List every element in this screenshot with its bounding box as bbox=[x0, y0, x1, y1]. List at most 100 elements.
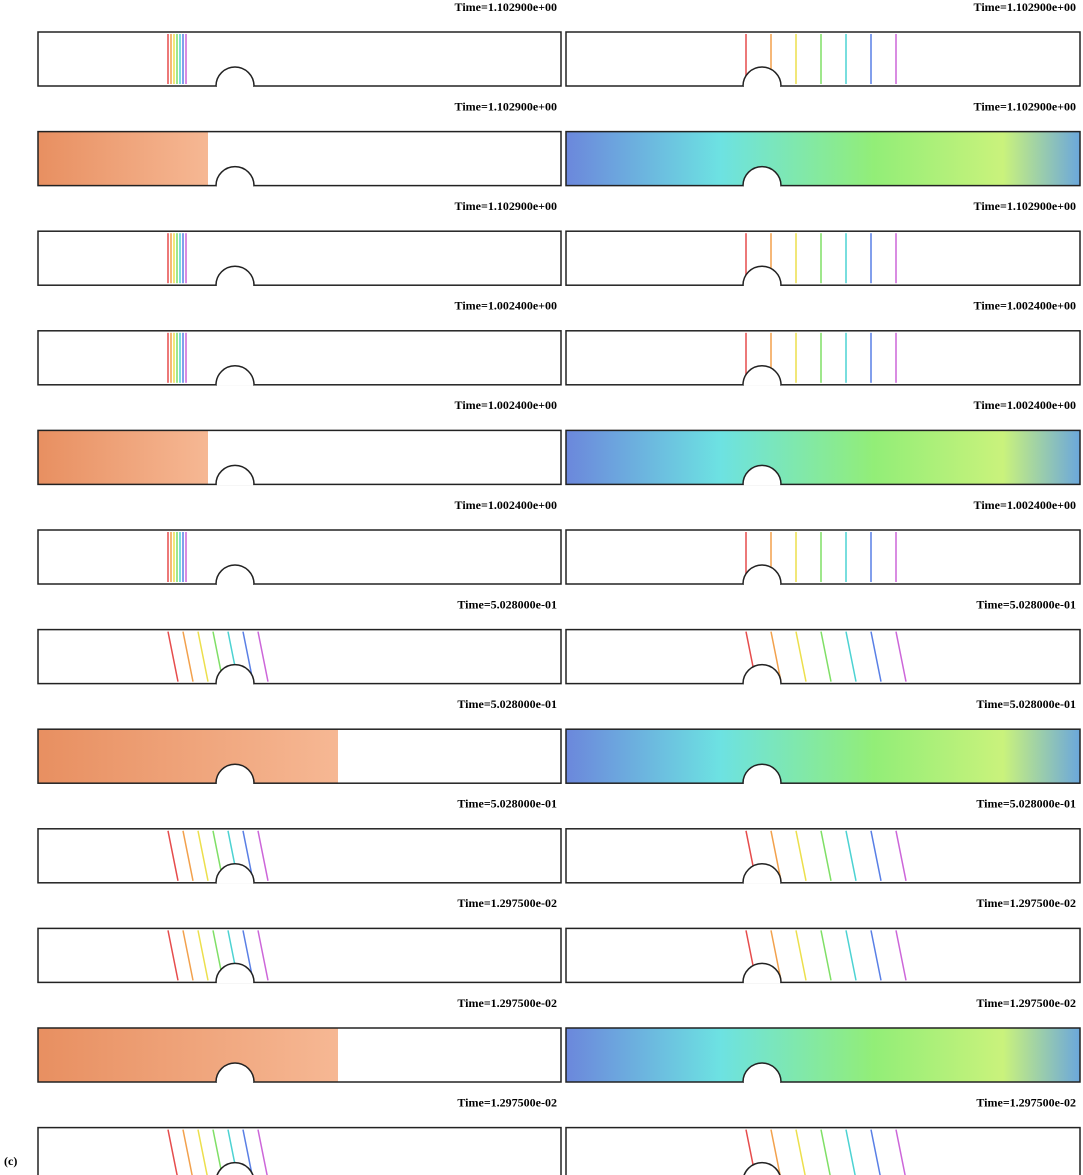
contour bbox=[821, 632, 831, 682]
panel-frame bbox=[38, 231, 561, 285]
contour bbox=[168, 632, 178, 682]
velocity-field bbox=[38, 729, 338, 783]
panel-title: Time=1.297500e-02 bbox=[976, 1095, 1076, 1109]
obstacle bbox=[216, 67, 254, 86]
obstacle bbox=[743, 963, 781, 982]
panel-title: Time=1.102900e+00 bbox=[455, 199, 557, 213]
panel-title: Time=1.002400e+00 bbox=[455, 398, 557, 412]
panel-frame bbox=[38, 32, 561, 86]
contour bbox=[258, 1130, 268, 1175]
contour bbox=[168, 831, 178, 881]
panel-title: Time=1.297500e-02 bbox=[976, 996, 1076, 1010]
contour bbox=[846, 632, 856, 682]
panel-title: Time=5.028000e-01 bbox=[457, 797, 557, 811]
panel-frame bbox=[38, 829, 561, 883]
obstacle bbox=[216, 465, 254, 484]
contour bbox=[896, 831, 906, 881]
panel-title: Time=1.297500e-02 bbox=[457, 896, 557, 910]
obstacle bbox=[216, 167, 254, 186]
velocity-field bbox=[38, 132, 208, 186]
contour bbox=[796, 632, 806, 682]
panel-frame bbox=[566, 530, 1080, 584]
contour bbox=[258, 632, 268, 682]
panel-title: Time=5.028000e-01 bbox=[457, 597, 557, 611]
contour bbox=[871, 930, 881, 980]
contour bbox=[871, 632, 881, 682]
contour bbox=[258, 831, 268, 881]
contour bbox=[871, 831, 881, 881]
contour bbox=[183, 831, 193, 881]
figure-label: (c) bbox=[4, 1154, 17, 1168]
contour bbox=[258, 930, 268, 980]
panel-frame bbox=[38, 530, 561, 584]
obstacle bbox=[216, 963, 254, 982]
contour bbox=[846, 930, 856, 980]
panel-frame bbox=[566, 829, 1080, 883]
contour bbox=[821, 831, 831, 881]
velocity-field bbox=[566, 132, 1080, 186]
obstacle bbox=[216, 366, 254, 385]
obstacle bbox=[743, 366, 781, 385]
velocity-field bbox=[38, 430, 208, 484]
contour bbox=[821, 930, 831, 980]
panel-title: Time=5.028000e-01 bbox=[976, 797, 1076, 811]
contour bbox=[168, 930, 178, 980]
panel-title: Time=1.002400e+00 bbox=[974, 498, 1076, 512]
panel-title: Time=1.297500e-02 bbox=[976, 896, 1076, 910]
obstacle bbox=[216, 864, 254, 883]
figure: (c) Time=1.102900e+00 Time=1.102900e+00 Ti… bbox=[0, 0, 1083, 1175]
obstacle bbox=[216, 665, 254, 684]
panel-title: Time=1.002400e+00 bbox=[974, 299, 1076, 313]
obstacle bbox=[743, 864, 781, 883]
panel-title: Time=5.028000e-01 bbox=[976, 597, 1076, 611]
obstacle bbox=[743, 565, 781, 584]
panel-title: Time=5.028000e-01 bbox=[976, 697, 1076, 711]
panel-title: Time=1.002400e+00 bbox=[455, 498, 557, 512]
panel-title: Time=1.002400e+00 bbox=[974, 398, 1076, 412]
panel-title: Time=1.297500e-02 bbox=[457, 1095, 557, 1109]
obstacle bbox=[743, 67, 781, 86]
panel-title: Time=5.028000e-01 bbox=[457, 697, 557, 711]
panel-frame bbox=[566, 1128, 1080, 1175]
panel-title: Time=1.102900e+00 bbox=[974, 99, 1076, 113]
contour bbox=[896, 1130, 906, 1175]
obstacle bbox=[743, 1163, 781, 1175]
contour bbox=[198, 831, 208, 881]
panel-frame bbox=[566, 928, 1080, 982]
panel-frame bbox=[566, 231, 1080, 285]
contour bbox=[896, 632, 906, 682]
panel-title: Time=1.102900e+00 bbox=[455, 0, 557, 14]
panel-frame bbox=[566, 331, 1080, 385]
contour bbox=[871, 1130, 881, 1175]
velocity-field bbox=[38, 1028, 338, 1082]
obstacle bbox=[743, 665, 781, 684]
panel-title: Time=1.102900e+00 bbox=[974, 0, 1076, 14]
contour bbox=[168, 1130, 178, 1175]
contour bbox=[846, 1130, 856, 1175]
contour bbox=[198, 632, 208, 682]
panel-frame bbox=[566, 32, 1080, 86]
velocity-field bbox=[566, 430, 1080, 484]
contour bbox=[846, 831, 856, 881]
contour bbox=[198, 930, 208, 980]
contour bbox=[796, 930, 806, 980]
panel-title: Time=1.002400e+00 bbox=[455, 299, 557, 313]
contour bbox=[183, 1130, 193, 1175]
panel-title: Time=1.102900e+00 bbox=[455, 99, 557, 113]
panel-title: Time=1.102900e+00 bbox=[974, 199, 1076, 213]
contour bbox=[183, 632, 193, 682]
page: (c) Time=1.102900e+00 Time=1.102900e+00 Ti… bbox=[0, 0, 1083, 1175]
contour bbox=[821, 1130, 831, 1175]
contour bbox=[183, 930, 193, 980]
obstacle bbox=[216, 565, 254, 584]
panel-title: Time=1.297500e-02 bbox=[457, 996, 557, 1010]
panel-frame bbox=[566, 630, 1080, 684]
velocity-field bbox=[566, 729, 1080, 783]
contour bbox=[896, 930, 906, 980]
obstacle bbox=[216, 1163, 254, 1175]
contour bbox=[796, 831, 806, 881]
obstacle bbox=[743, 266, 781, 285]
panel-frame bbox=[38, 928, 561, 982]
panel-frame bbox=[38, 630, 561, 684]
panel-frame bbox=[38, 331, 561, 385]
